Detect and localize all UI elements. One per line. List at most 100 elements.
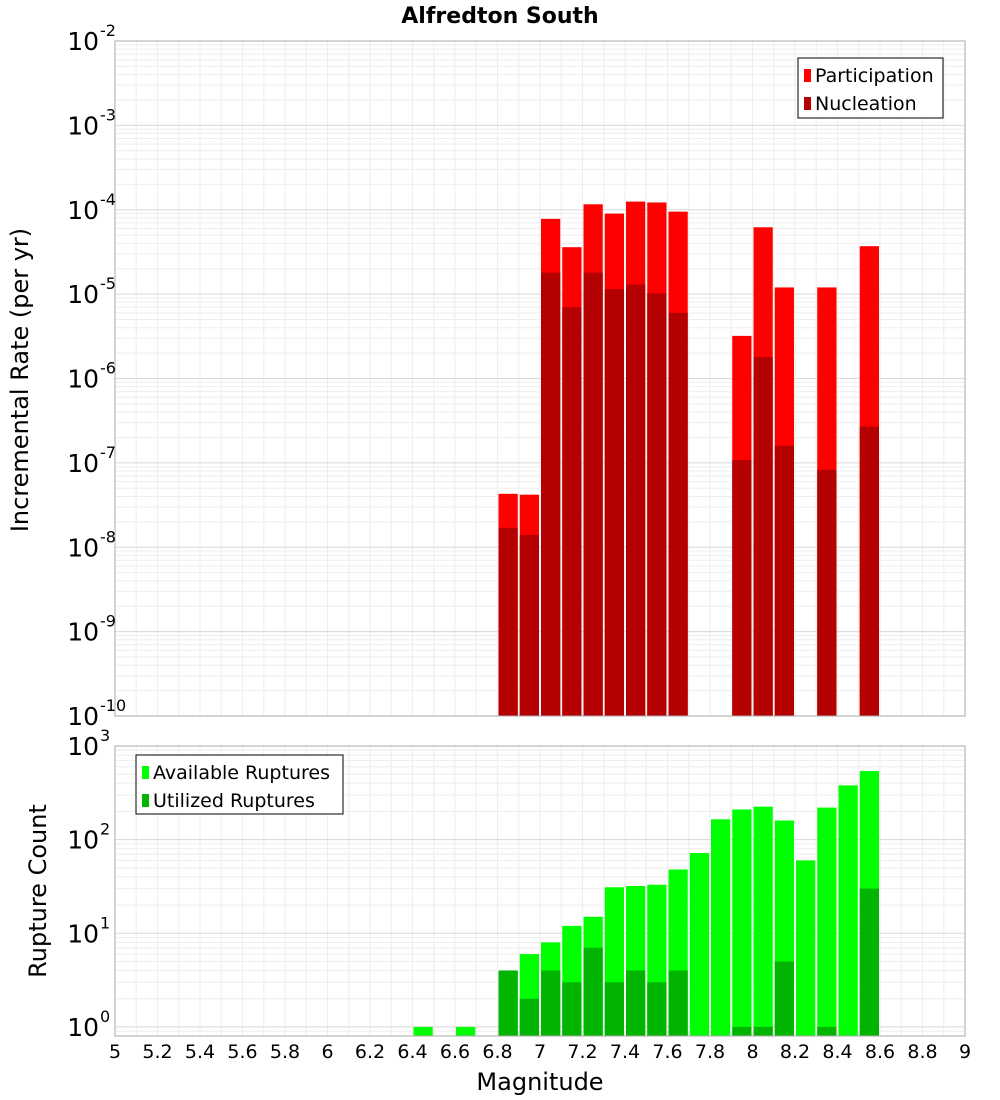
rate-legend-label: Nucleation: [815, 93, 917, 115]
rate-y-tick-exponent: -4: [100, 190, 116, 209]
rate-y-axis-label: Incremental Rate (per yr): [6, 228, 34, 532]
count-legend-box: [135, 754, 344, 815]
rate-bar-nucleation: [668, 312, 688, 716]
rate-bar-nucleation: [562, 307, 582, 716]
x-tick-label: 8.6: [865, 1041, 895, 1063]
rate-y-tick-label: 10: [67, 111, 99, 140]
rate-bars: [498, 201, 879, 717]
rate-bar-nucleation: [859, 426, 879, 716]
count-bar-utilized-ruptures: [732, 1026, 752, 1036]
x-tick-label: 5: [109, 1041, 121, 1063]
rate-y-tick-label: 10: [67, 27, 99, 56]
rate-bar-nucleation: [604, 289, 624, 716]
count-y-tick-exponent: 1: [100, 913, 110, 932]
count-bar-utilized-ruptures: [753, 1026, 773, 1036]
rate-y-tick-exponent: -3: [100, 105, 116, 124]
rate-bar-nucleation: [498, 527, 518, 716]
rate-y-tick-exponent: -9: [100, 612, 116, 631]
count-bar-utilized-ruptures: [817, 1026, 837, 1036]
x-tick-label: 9: [959, 1041, 971, 1063]
rate-y-tick-exponent: -8: [100, 527, 116, 546]
rate-y-tick-label: 10: [67, 196, 99, 225]
count-bar-utilized-ruptures: [859, 888, 879, 1036]
count-bar-available-ruptures: [413, 1026, 433, 1036]
x-tick-label: 8.4: [822, 1041, 852, 1063]
x-tick-label: 5.2: [142, 1041, 172, 1063]
count-bar-available-ruptures: [838, 785, 858, 1036]
rate-y-tick-label: 10: [67, 449, 99, 478]
rate-bar-nucleation: [647, 293, 667, 716]
rate-y-tick-label: 10: [67, 365, 99, 394]
count-bar-utilized-ruptures: [774, 961, 794, 1036]
count-plot-frame: [114, 745, 966, 1037]
rate-legend: Participation Nucleation: [797, 57, 944, 119]
rate-bar-nucleation: [519, 534, 539, 716]
rate-y-tick-exponent: -7: [100, 443, 116, 462]
rate-y-tick-exponent: -10: [100, 696, 126, 715]
x-tick-label: 7.6: [652, 1041, 682, 1063]
rate-legend-box: [797, 57, 944, 119]
x-tick-label: 7: [534, 1041, 546, 1063]
count-legend: Available Ruptures Utilized Ruptures: [135, 754, 344, 815]
x-tick-label: 5.4: [185, 1041, 215, 1063]
rate-y-tick-exponent: -5: [100, 274, 116, 293]
rate-plot-frame: [114, 40, 966, 717]
rate-y-tick-label: 10: [67, 280, 99, 309]
x-tick-label: 6.6: [440, 1041, 470, 1063]
rate-bar-nucleation: [732, 460, 752, 716]
count-bar-utilized-ruptures: [562, 982, 582, 1036]
rate-bar-nucleation: [817, 469, 837, 716]
count-bar-available-ruptures: [732, 809, 752, 1036]
x-axis-label: Magnitude: [476, 1068, 603, 1096]
count-bar-utilized-ruptures: [519, 998, 539, 1036]
count-legend-swatch: [142, 766, 149, 779]
x-tick-label: 8.8: [907, 1041, 937, 1063]
count-bar-utilized-ruptures: [583, 947, 603, 1036]
count-y-tick-label: 10: [67, 1013, 99, 1042]
x-tick-label: 6.4: [397, 1041, 427, 1063]
rate-y-tick-exponent: -2: [100, 21, 116, 40]
rate-bar-nucleation: [541, 272, 561, 716]
count-bar-available-ruptures: [817, 807, 837, 1036]
x-tick-label: 6: [321, 1041, 333, 1063]
count-bar-utilized-ruptures: [647, 982, 667, 1036]
rate-y-tick-exponent: -6: [100, 359, 116, 378]
count-bar-available-ruptures: [711, 819, 731, 1036]
x-tick-label: 8.2: [780, 1041, 810, 1063]
x-tick-label: 7.8: [695, 1041, 725, 1063]
count-bar-utilized-ruptures: [541, 970, 561, 1036]
rate-grid: [114, 40, 966, 717]
x-tick-label: 8: [746, 1041, 758, 1063]
count-bar-available-ruptures: [796, 860, 816, 1036]
rate-y-tick-label: 10: [67, 533, 99, 562]
x-tick-label: 6.2: [355, 1041, 385, 1063]
count-y-tick-label: 10: [67, 826, 99, 855]
count-bars: [413, 771, 879, 1036]
count-y-axis-label: Rupture Count: [24, 804, 52, 978]
count-bar-utilized-ruptures: [604, 982, 624, 1036]
count-legend-label: Available Ruptures: [153, 762, 330, 784]
x-tick-label: 6.8: [482, 1041, 512, 1063]
count-bar-available-ruptures: [753, 806, 773, 1036]
rate-legend-swatch: [804, 69, 811, 82]
count-bar-utilized-ruptures: [498, 970, 518, 1036]
rate-bar-nucleation: [626, 284, 646, 716]
count-bar-utilized-ruptures: [626, 970, 646, 1036]
x-tick-label: 5.6: [227, 1041, 257, 1063]
rate-bar-nucleation: [774, 445, 794, 716]
rate-bar-nucleation: [583, 272, 603, 716]
count-bar-utilized-ruptures: [668, 970, 688, 1036]
rate-y-tick-label: 10: [67, 702, 99, 731]
count-bar-available-ruptures: [689, 853, 709, 1036]
x-tick-labels: 5 5.2 5.4 5.6 5.8 6 6.2 6.4 6.6 6.8 7 7.2 7.4 7.6 7.8 8…: [109, 1041, 971, 1063]
count-y-tick-exponent: 3: [100, 726, 110, 745]
x-tick-label: 7.4: [610, 1041, 640, 1063]
rate-bar-nucleation: [753, 356, 773, 716]
count-y-tick-label: 10: [67, 919, 99, 948]
count-legend-label: Utilized Ruptures: [153, 790, 315, 812]
